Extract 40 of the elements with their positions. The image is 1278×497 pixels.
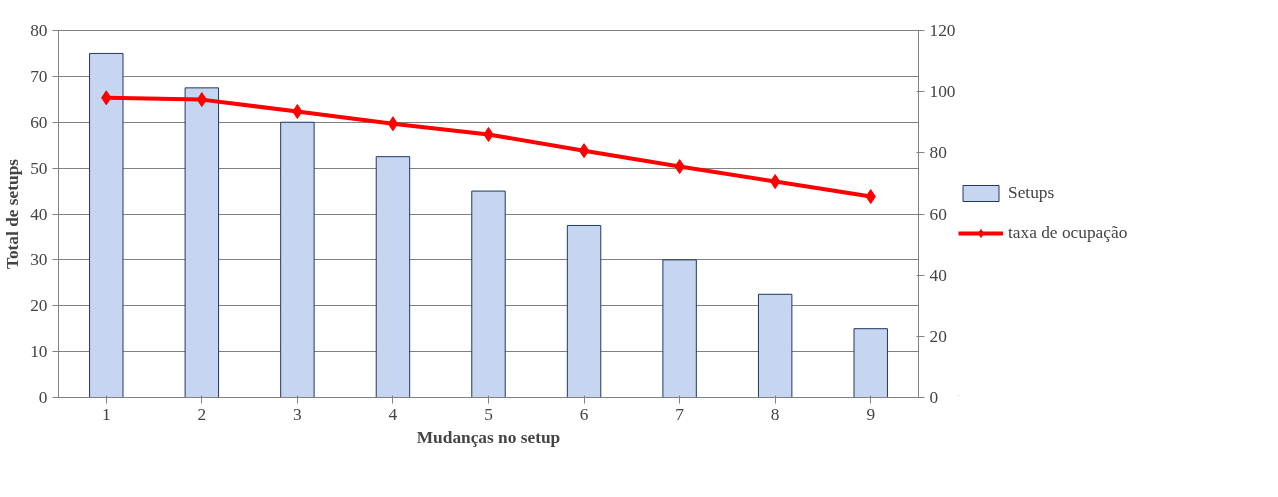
x-tick-label: 6 bbox=[579, 404, 589, 424]
bar bbox=[566, 224, 602, 398]
bar bbox=[662, 259, 697, 398]
x-axis-title: Mudanças no setup bbox=[416, 427, 561, 447]
y-tick-label: 20 bbox=[30, 296, 48, 316]
x-tick-label: 9 bbox=[866, 404, 876, 424]
y2-tick-label: 100 bbox=[929, 82, 956, 102]
y-tick-label: 0 bbox=[38, 388, 48, 407]
bar bbox=[89, 52, 124, 398]
y-tick-label: 60 bbox=[30, 112, 48, 132]
y-axis-title: Total de setups bbox=[3, 158, 23, 270]
y2-tick-label: 20 bbox=[929, 326, 947, 346]
bar bbox=[471, 190, 506, 398]
bar bbox=[184, 87, 220, 398]
x-tick-label: 8 bbox=[770, 404, 780, 424]
y-tick-label: 80 bbox=[30, 21, 48, 40]
bar bbox=[757, 293, 793, 398]
y-tick-label: 40 bbox=[30, 204, 48, 224]
point bbox=[578, 143, 590, 159]
x-tick-label: 3 bbox=[293, 404, 302, 424]
y2-tick-label: 60 bbox=[929, 204, 947, 224]
legend-label: taxa de ocupação bbox=[1008, 222, 1128, 243]
x-tick-label: 5 bbox=[484, 404, 493, 424]
y2-tick-label: 120 bbox=[929, 21, 956, 40]
point bbox=[387, 116, 399, 132]
y2-tick-label: 0 bbox=[929, 388, 939, 407]
x-tick-label: 4 bbox=[388, 404, 398, 424]
x-tick-label: 2 bbox=[197, 404, 207, 424]
x-tick-label: 1 bbox=[101, 404, 111, 424]
y-tick-label: 70 bbox=[30, 66, 48, 86]
bar bbox=[375, 156, 411, 398]
y2-tick-label: 80 bbox=[929, 143, 947, 163]
legend-label: Setups bbox=[1008, 182, 1055, 203]
bar bbox=[280, 121, 315, 398]
y-tick-label: 30 bbox=[30, 250, 48, 270]
y-tick-label: 50 bbox=[30, 158, 48, 178]
x-tick-label: 7 bbox=[675, 404, 685, 424]
y2-tick-label: 40 bbox=[929, 265, 947, 285]
bar bbox=[853, 328, 888, 398]
y-tick-label: 10 bbox=[30, 342, 48, 362]
